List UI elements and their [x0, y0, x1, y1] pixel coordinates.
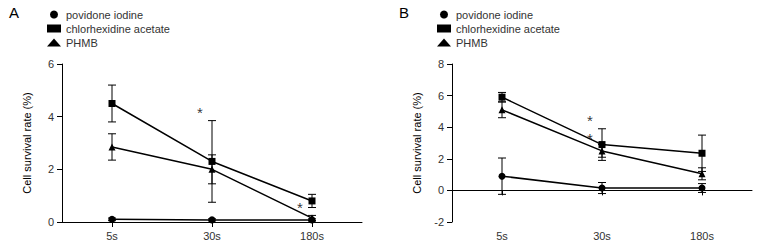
svg-text:5s: 5s: [496, 230, 508, 242]
svg-text:Cell survival rate (%): Cell survival rate (%): [411, 92, 423, 193]
svg-text:4: 4: [48, 111, 54, 123]
svg-text:povidone iodine: povidone iodine: [456, 9, 533, 21]
svg-text:Cell survival rate (%): Cell survival rate (%): [21, 92, 33, 193]
svg-text:6: 6: [48, 58, 54, 70]
svg-text:2: 2: [48, 163, 54, 175]
svg-text:chlorhexidine acetate: chlorhexidine acetate: [66, 23, 170, 35]
svg-text:PHMB: PHMB: [456, 37, 488, 49]
svg-text:6: 6: [438, 90, 444, 102]
svg-text:PHMB: PHMB: [66, 37, 98, 49]
svg-text:0: 0: [48, 216, 54, 228]
svg-text:180s: 180s: [690, 230, 714, 242]
svg-text:30s: 30s: [203, 230, 221, 242]
svg-text:30s: 30s: [593, 230, 611, 242]
svg-text:180s: 180s: [300, 230, 324, 242]
svg-text:chlorhexidine acetate: chlorhexidine acetate: [456, 23, 560, 35]
svg-text:8: 8: [438, 58, 444, 70]
svg-text:0: 0: [438, 184, 444, 196]
svg-text:*: *: [587, 130, 593, 147]
svg-text:2: 2: [438, 153, 444, 165]
svg-text:*: *: [587, 112, 593, 129]
svg-text:*: *: [197, 104, 203, 121]
svg-text:5s: 5s: [106, 230, 118, 242]
svg-text:-2: -2: [434, 216, 444, 228]
svg-text:povidone iodine: povidone iodine: [66, 9, 143, 21]
svg-text:4: 4: [438, 121, 444, 133]
svg-text:*: *: [297, 199, 303, 216]
svg-text:B: B: [399, 4, 409, 21]
svg-text:A: A: [9, 4, 19, 21]
